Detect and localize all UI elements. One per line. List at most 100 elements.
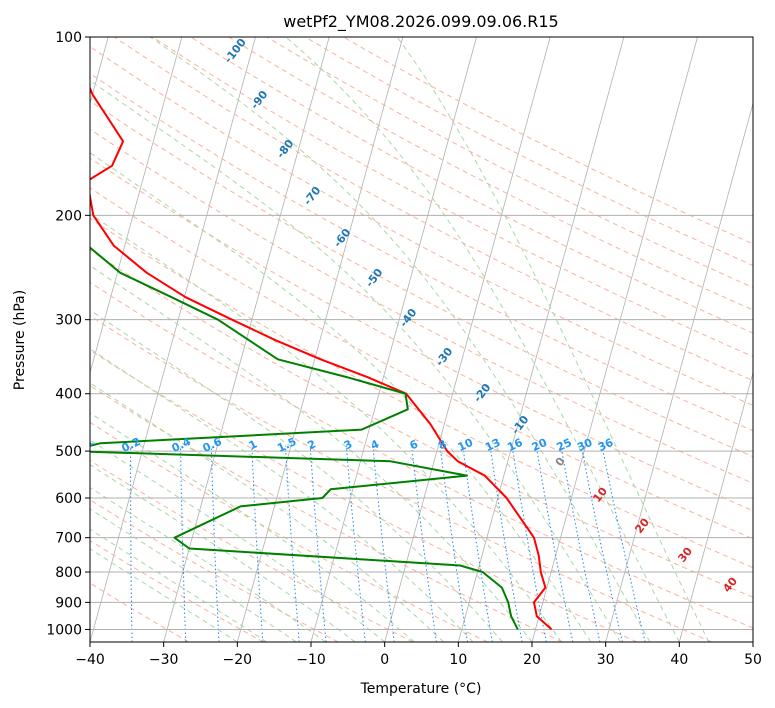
y-tick-label: 700: [55, 531, 82, 547]
mixing-ratio-line: [285, 445, 300, 642]
mixing-ratio-label: 20: [530, 436, 550, 454]
mixing-ratio-label: 3: [342, 437, 354, 452]
x-tick-label: 30: [597, 652, 615, 668]
mixing-ratio-line: [411, 445, 437, 642]
dry-adiabat-line: [228, 37, 753, 311]
dry-adiabat-line: [90, 217, 753, 569]
moist-adiabat-line: [90, 464, 356, 642]
moist-adiabat-line: [396, 37, 710, 642]
moist-adiabat-line: [90, 548, 238, 642]
dry-adiabat-label: -70: [301, 184, 324, 208]
dry-adiabat-label: 0: [553, 455, 568, 469]
moist-adiabat-line: [90, 508, 297, 642]
dry-adiabat-label: -30: [433, 345, 456, 369]
moist-adiabat-line: [90, 79, 621, 642]
mixing-ratio-line: [462, 445, 493, 642]
y-tick-label: 200: [55, 208, 82, 224]
dry-adiabat-line: [90, 45, 753, 406]
mixing-ratio-label: 2: [306, 437, 318, 452]
mixing-ratio-label: 4: [369, 437, 382, 452]
y-tick-label: 600: [55, 491, 82, 507]
y-tick-label: 100: [55, 30, 82, 46]
moist-adiabat-line: [90, 265, 533, 642]
moist-adiabat-line: [90, 348, 474, 642]
mixing-ratio-label: 6: [408, 437, 421, 452]
mixing-ratio-label: 30: [575, 436, 595, 454]
dry-adiabat-line: [90, 187, 753, 540]
mixing-ratio-label: 1: [247, 437, 259, 452]
isotherm-line: [384, 37, 551, 642]
x-axis: −40 −30 −20 −10 0 10 20 30 40 50: [75, 642, 762, 668]
x-tick-label: −40: [75, 652, 105, 668]
x-tick-label: 50: [744, 652, 762, 668]
dry-adiabat-line: [90, 249, 753, 598]
mixing-ratio-line: [130, 445, 133, 642]
dry-adiabat-label: 30: [675, 545, 695, 565]
dry-adiabat-label: -40: [397, 306, 420, 330]
mixing-ratio-label: 10: [456, 436, 476, 454]
mixing-ratio-line: [180, 445, 187, 642]
x-tick-label: −10: [296, 652, 326, 668]
moist-adiabat-line: [90, 486, 326, 642]
dry-adiabat-line: [90, 540, 264, 642]
x-tick-label: 40: [670, 652, 688, 668]
mixing-ratio-line: [251, 445, 264, 642]
dry-adiabat-line: [90, 349, 638, 642]
dry-adiabat-line: [114, 37, 753, 382]
dry-adiabat-line: [90, 72, 753, 432]
mixing-ratio-line: [560, 445, 601, 642]
mixing-ratio-line: [309, 445, 327, 642]
chart-title: wetPf2_YM08.2026.099.09.06.R15: [283, 12, 558, 32]
isotherm-line: [310, 37, 477, 642]
dry-adiabat-line: [90, 582, 190, 642]
moist-adiabat-line: [90, 213, 562, 642]
y-tick-label: 300: [55, 313, 82, 329]
dry-adiabat-label: 40: [720, 575, 740, 595]
x-tick-label: 0: [380, 652, 389, 668]
moist-adiabat-line: [150, 37, 651, 642]
isotherm-line: [457, 37, 625, 642]
y-tick-label: 500: [55, 444, 82, 460]
plot-frame: [89, 36, 754, 643]
dry-adiabat-line: [266, 37, 753, 289]
pressure-gridlines: [90, 37, 753, 630]
y-tick-label: 1000: [46, 622, 82, 638]
y-axis: 100 200 300 400 500 600 700 800 900 1000: [46, 30, 90, 638]
dry-adiabat-line: [90, 315, 712, 642]
dry-adiabat-line: [90, 281, 753, 629]
isotherm-line: [752, 640, 753, 642]
dry-adiabat-line: [90, 499, 339, 642]
isotherm-line: [678, 371, 753, 642]
mixing-ratio-line: [489, 445, 523, 642]
y-tick-label: 400: [55, 387, 82, 403]
moist-adiabat-line: [90, 152, 592, 642]
dry-adiabat-line: [152, 37, 753, 358]
x-axis-title: Temperature (°C): [360, 681, 482, 697]
y-tick-label: 900: [55, 595, 82, 611]
isotherm-line: [90, 37, 183, 375]
mixing-ratio-line: [82, 446, 84, 642]
dry-adiabat-line: [90, 459, 414, 642]
isotherm-line: [236, 37, 404, 642]
dry-adiabat-label: -100: [222, 36, 249, 66]
dry-adiabat-line: [343, 37, 753, 245]
mixing-ratio-line: [372, 445, 395, 642]
dry-adiabat-label: -10: [509, 413, 532, 437]
isotherm-line: [90, 37, 256, 642]
x-tick-label: 10: [449, 652, 467, 668]
moist-adiabat-line: [285, 37, 680, 642]
dry-adiabat-label: -90: [248, 88, 271, 112]
moist-adiabat-line: [90, 309, 503, 642]
mixing-ratio-line: [580, 445, 623, 642]
mixing-ratio-label: 25: [555, 436, 574, 454]
x-tick-label: −30: [149, 652, 179, 668]
mixing-ratio-label: 1.5: [275, 435, 298, 455]
mixing-ratio-label: 36: [596, 436, 616, 454]
mixing-ratio-line: [535, 445, 574, 642]
background-lines: [82, 37, 753, 642]
dry-adiabat-line: [90, 128, 753, 484]
dry-adiabat-label: -20: [471, 381, 494, 405]
mixing-ratio-label: 0.2: [120, 435, 143, 455]
x-tick-label: 20: [523, 652, 541, 668]
